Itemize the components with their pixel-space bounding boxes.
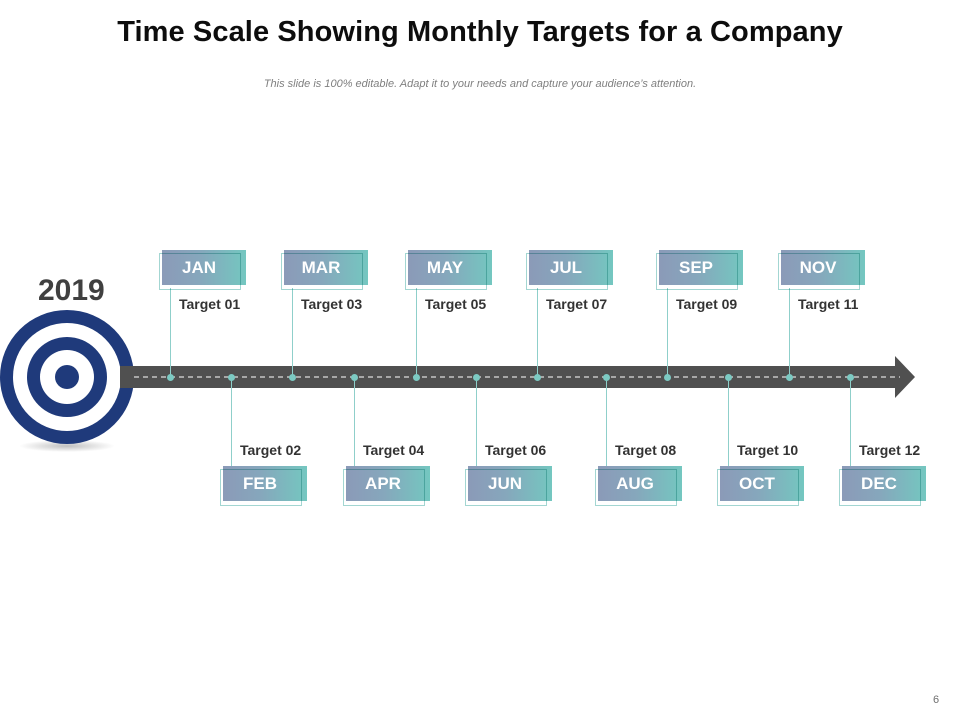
slide-title: Time Scale Showing Monthly Targets for a… bbox=[117, 16, 843, 48]
connector-line-apr bbox=[354, 377, 355, 470]
month-box-fill bbox=[408, 250, 492, 285]
timeline-dot-may bbox=[413, 374, 420, 381]
month-box-fill bbox=[659, 250, 743, 285]
month-box-outline bbox=[220, 469, 302, 506]
target-label-nov: Target 11 bbox=[798, 296, 859, 312]
connector-line-jul bbox=[537, 288, 538, 377]
month-label: OCT bbox=[739, 474, 775, 493]
target-label-jan: Target 01 bbox=[179, 296, 241, 312]
month-box-fill bbox=[162, 250, 246, 285]
connector-line-jan bbox=[170, 288, 171, 377]
target-label-mar: Target 03 bbox=[301, 296, 363, 312]
connector-line-dec bbox=[850, 377, 851, 470]
month-box-outline bbox=[405, 253, 487, 290]
month-label: DEC bbox=[861, 474, 897, 493]
connector-line-nov bbox=[789, 288, 790, 377]
connector-line-sep bbox=[667, 288, 668, 377]
month-box-fill bbox=[284, 250, 368, 285]
target-label-jun: Target 06 bbox=[485, 442, 547, 458]
month-label: APR bbox=[365, 474, 401, 493]
month-box-mar: MAR bbox=[281, 250, 368, 290]
month-box-outline bbox=[526, 253, 608, 290]
month-box-aug: AUG bbox=[595, 466, 682, 506]
timeline-dot-jul bbox=[534, 374, 541, 381]
connector-line-aug bbox=[606, 377, 607, 470]
connector-line-jun bbox=[476, 377, 477, 470]
month-box-fill bbox=[598, 466, 682, 501]
month-box-nov: NOV bbox=[778, 250, 865, 290]
month-box-outline bbox=[717, 469, 799, 506]
month-box-jul: JUL bbox=[526, 250, 613, 290]
connector-line-oct bbox=[728, 377, 729, 470]
month-box-may: MAY bbox=[405, 250, 492, 290]
connector-line-mar bbox=[292, 288, 293, 377]
month-label: MAR bbox=[301, 258, 341, 277]
timeline-dot-sep bbox=[664, 374, 671, 381]
timeline-dot-mar bbox=[289, 374, 296, 381]
month-box-outline bbox=[595, 469, 677, 506]
month-box-outline bbox=[281, 253, 363, 290]
month-label: NOV bbox=[799, 258, 837, 277]
month-label: AUG bbox=[616, 474, 654, 493]
connector-line-may bbox=[416, 288, 417, 377]
target-label-sep: Target 09 bbox=[676, 296, 738, 312]
month-box-fill bbox=[346, 466, 430, 501]
timeline-dot-aug bbox=[603, 374, 610, 381]
month-box-fill bbox=[468, 466, 552, 501]
timeline-arrow bbox=[120, 356, 915, 398]
month-box-sep: SEP bbox=[656, 250, 743, 290]
month-box-fill bbox=[720, 466, 804, 501]
target-label-oct: Target 10 bbox=[737, 442, 799, 458]
timeline-dot-nov bbox=[786, 374, 793, 381]
month-box-outline bbox=[839, 469, 921, 506]
month-box-fill bbox=[529, 250, 613, 285]
month-box-fill bbox=[223, 466, 307, 501]
year-label: 2019 bbox=[38, 274, 105, 307]
month-box-outline bbox=[465, 469, 547, 506]
month-label: JUL bbox=[549, 258, 583, 277]
month-box-fill bbox=[842, 466, 926, 501]
month-box-dec: DEC bbox=[839, 466, 926, 506]
month-box-jun: JUN bbox=[465, 466, 552, 506]
timeline-dot-apr bbox=[351, 374, 358, 381]
month-label: FEB bbox=[243, 474, 277, 493]
month-label: JUN bbox=[487, 474, 522, 493]
timeline-dot-dec bbox=[847, 374, 854, 381]
target-label-dec: Target 12 bbox=[859, 442, 921, 458]
month-box-oct: OCT bbox=[717, 466, 804, 506]
month-box-apr: APR bbox=[343, 466, 430, 506]
bullseye-target-icon bbox=[0, 310, 134, 452]
timeline-dot-jan bbox=[167, 374, 174, 381]
month-label: SEP bbox=[678, 258, 714, 277]
target-label-jul: Target 07 bbox=[546, 296, 608, 312]
target-label-may: Target 05 bbox=[425, 296, 487, 312]
month-label: JAN bbox=[181, 258, 216, 277]
slide-subtitle: This slide is 100% editable. Adapt it to… bbox=[263, 78, 697, 90]
timeline-dot-feb bbox=[228, 374, 235, 381]
target-label-aug: Target 08 bbox=[615, 442, 677, 458]
connector-line-feb bbox=[231, 377, 232, 470]
month-box-fill bbox=[781, 250, 865, 285]
month-box-outline bbox=[159, 253, 241, 290]
page-number: 6 bbox=[932, 694, 940, 706]
timeline-dot-oct bbox=[725, 374, 732, 381]
month-box-outline bbox=[778, 253, 860, 290]
month-label: MAY bbox=[426, 258, 464, 277]
target-label-feb: Target 02 bbox=[240, 442, 302, 458]
timeline-dot-jun bbox=[473, 374, 480, 381]
month-box-jan: JAN bbox=[159, 250, 246, 290]
month-box-outline bbox=[343, 469, 425, 506]
target-label-apr: Target 04 bbox=[363, 442, 425, 458]
month-box-feb: FEB bbox=[220, 466, 307, 506]
month-box-outline bbox=[656, 253, 738, 290]
